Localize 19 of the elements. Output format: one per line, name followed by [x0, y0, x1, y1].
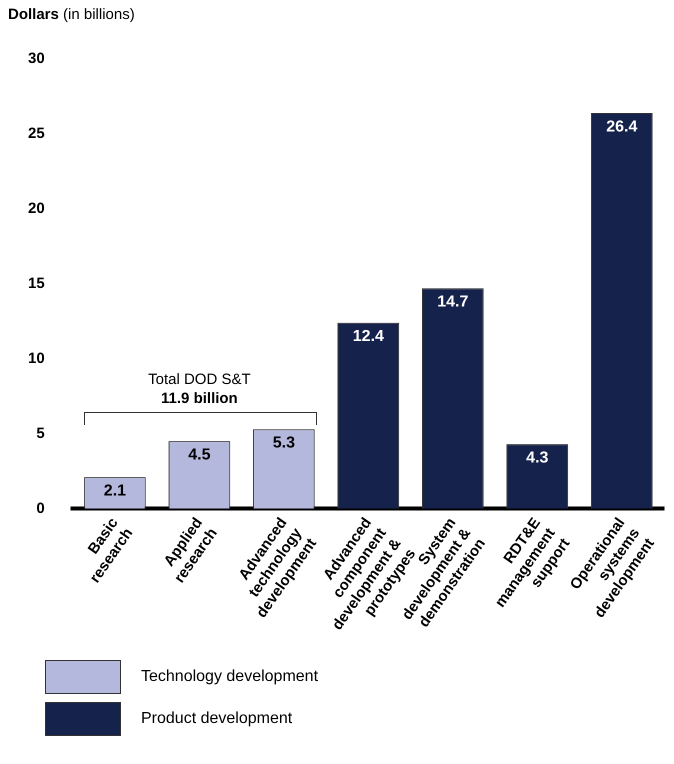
data-label: 2.1	[104, 482, 126, 500]
data-label: 5.3	[272, 434, 296, 452]
data-label: 12.4	[352, 328, 384, 346]
data-label: 4.5	[188, 446, 211, 464]
y-tick-label: 25	[28, 125, 45, 142]
y-tick-label: 5	[36, 424, 45, 442]
y-tick-label: 20	[28, 200, 45, 218]
data-label: 14.7	[437, 294, 468, 311]
data-label: 4.3	[526, 450, 549, 467]
y-tick-label: 30	[28, 50, 45, 68]
y-tick-label: 15	[28, 274, 45, 292]
y-tick-label: 0	[36, 500, 45, 517]
legend-label: Product development	[141, 710, 292, 728]
data-label: 26.4	[606, 118, 638, 136]
annotation: 11.9 billion	[160, 388, 239, 408]
y-axis-title: Dollars (in billions)	[8, 6, 135, 23]
y-tick-label: 10	[28, 350, 45, 367]
legend-label: Technology development	[141, 668, 318, 686]
annotation: Total DOD S&T	[147, 370, 252, 389]
